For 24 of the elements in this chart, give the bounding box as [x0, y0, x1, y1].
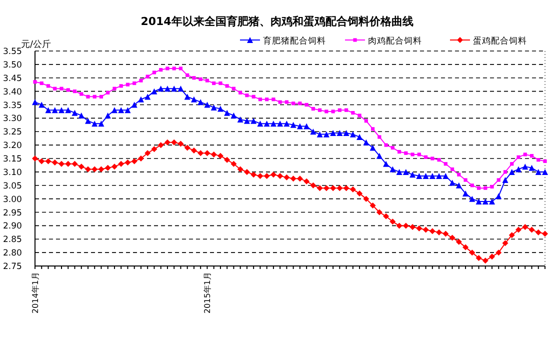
y-tick-label: 3.20 [3, 141, 22, 152]
y-axis-title: 元/公斤 [21, 39, 52, 50]
legend-label: 蛋鸡配合饲料 [473, 36, 527, 46]
y-tick-label: 2.90 [3, 222, 22, 232]
legend-label: 肉鸡配合饲料 [368, 36, 422, 46]
y-tick-label: 3.40 [3, 87, 22, 98]
chart-title: 2014年以来全国育肥猪、肉鸡和蛋鸡配合饲料价格曲线 [140, 15, 414, 28]
x-tick-label: 2014年1月 [31, 272, 40, 314]
y-tick-label: 2.80 [3, 248, 22, 259]
y-tick-label: 2.75 [3, 262, 22, 272]
y-tick-label: 3.55 [3, 47, 22, 57]
y-tick-label: 3.45 [3, 74, 22, 84]
y-tick-label: 3.05 [3, 181, 22, 192]
y-tick-label: 3.50 [3, 60, 22, 70]
y-tick-label: 2.95 [3, 208, 22, 218]
y-tick-label: 3.15 [3, 154, 22, 164]
x-tick-label: 2015年1月 [203, 272, 212, 314]
legend-label: 育肥猪配合饲料 [263, 36, 326, 46]
y-tick-label: 3.25 [3, 128, 22, 138]
y-tick-label: 3.30 [3, 114, 22, 124]
y-tick-label: 3.35 [3, 100, 22, 111]
y-tick-label: 3.10 [3, 168, 22, 178]
y-tick-label: 3.00 [3, 194, 22, 205]
y-tick-label: 2.85 [3, 235, 22, 246]
